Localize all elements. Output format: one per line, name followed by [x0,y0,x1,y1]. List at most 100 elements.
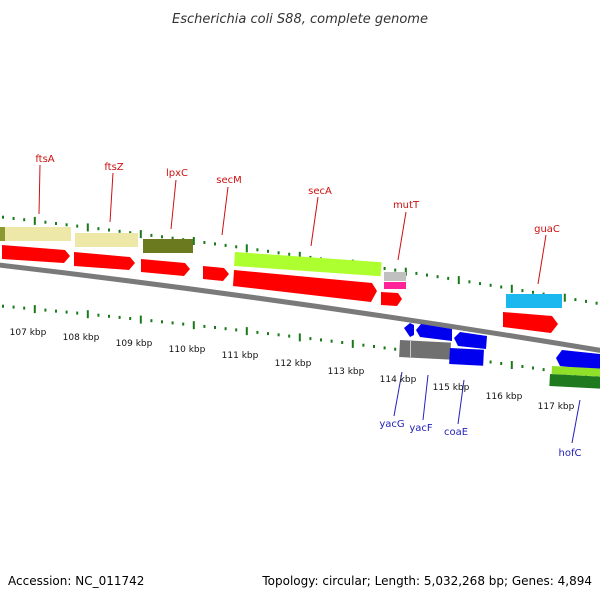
scale-label-115kbp: 115 kbp [433,383,470,393]
minor-tick [394,268,397,272]
minor-tick [44,308,47,312]
major-tick [457,276,460,285]
minor-tick [65,310,68,314]
minor-tick [489,360,492,364]
gene-bar-hofc-dark [549,374,600,389]
major-tick [33,216,36,225]
cds-arrow-reverse [556,350,600,371]
minor-tick [256,248,259,252]
minor-tick [320,338,322,342]
minor-tick [203,324,206,328]
label-leader [457,379,465,425]
gene-bar-divider [410,341,411,357]
gene-label-ftsa: ftsA [35,154,54,165]
label-leader [422,374,429,421]
minor-tick [129,231,132,235]
scale-label-116kbp: 116 kbp [486,392,523,402]
minor-tick [171,236,174,240]
minor-tick [489,283,492,287]
major-tick [404,267,407,276]
minor-tick [595,301,598,305]
minor-tick [235,328,238,332]
scale-label-107kbp: 107 kbp [10,328,47,338]
major-tick [510,361,513,369]
label-leader [310,196,319,247]
major-tick [139,315,142,324]
minor-tick [171,321,174,325]
minor-tick [585,299,587,303]
gene-label-mutt: mutT [393,200,420,211]
major-tick [192,321,195,330]
topology-text: Topology: circular; Length: 5,032,268 bp… [261,574,592,588]
gene-bar-mutt [384,272,406,281]
cds-arrow [2,245,70,263]
minor-tick [182,322,185,326]
scale-label-112kbp: 112 kbp [275,359,312,369]
minor-tick [383,346,386,350]
gene-label-hofc: hofC [559,448,582,459]
minor-tick [161,320,163,324]
major-tick [86,223,89,232]
minor-tick [277,251,280,255]
gene-bar-yacf [399,340,451,360]
label-leader [38,164,41,215]
minor-tick [277,333,280,337]
cds-mutt [384,282,406,289]
gene-bar-seca [234,252,382,277]
minor-tick [76,224,79,228]
cds-arrow-reverse [454,332,487,349]
minor-tick [97,313,100,317]
minor-tick [214,242,216,246]
minor-tick [44,220,47,224]
gene-label-ftsz: ftsZ [104,162,123,173]
label-leader [109,172,114,223]
cds-arrow [381,292,402,306]
minor-tick [468,280,471,284]
minor-tick [108,228,110,232]
minor-tick [118,229,121,233]
minor-tick [118,315,121,319]
minor-tick [362,343,365,347]
minor-tick [235,245,238,249]
minor-tick [150,233,153,237]
minor-tick [394,347,397,351]
minor-tick [23,218,26,222]
gene-bar-hofc [551,366,600,377]
gene-bar-ftsz [75,233,138,247]
minor-tick [309,337,312,341]
minor-tick [55,222,57,225]
label-leader [397,211,407,261]
label-leader [170,179,177,230]
minor-tick [436,275,439,279]
genome-backbone [0,262,600,353]
major-tick [192,237,195,245]
gene-label-coae: coaE [444,427,468,438]
minor-tick [12,305,15,309]
gene-label-lpxc: lpxC [166,168,188,179]
minor-tick [373,345,375,348]
minor-tick [224,327,227,331]
gene-bar-lpxc [143,239,193,253]
minor-tick [2,304,4,308]
minor-tick [585,374,587,378]
minor-tick [500,285,503,289]
major-tick [298,333,301,342]
gene-label-secm: secM [216,175,242,186]
minor-tick [532,366,534,370]
minor-tick [55,309,57,313]
cds-arrow [503,312,558,333]
minor-tick [447,276,450,280]
minor-tick [224,243,227,247]
minor-tick [65,223,68,227]
major-tick [245,244,248,253]
major-tick [139,230,142,239]
minor-tick [129,317,132,320]
minor-tick [521,289,524,293]
cds-arrow [233,270,377,302]
label-leader [221,186,229,236]
minor-tick [267,249,269,253]
minor-tick [532,290,534,294]
gene-label-seca: secA [308,186,332,197]
